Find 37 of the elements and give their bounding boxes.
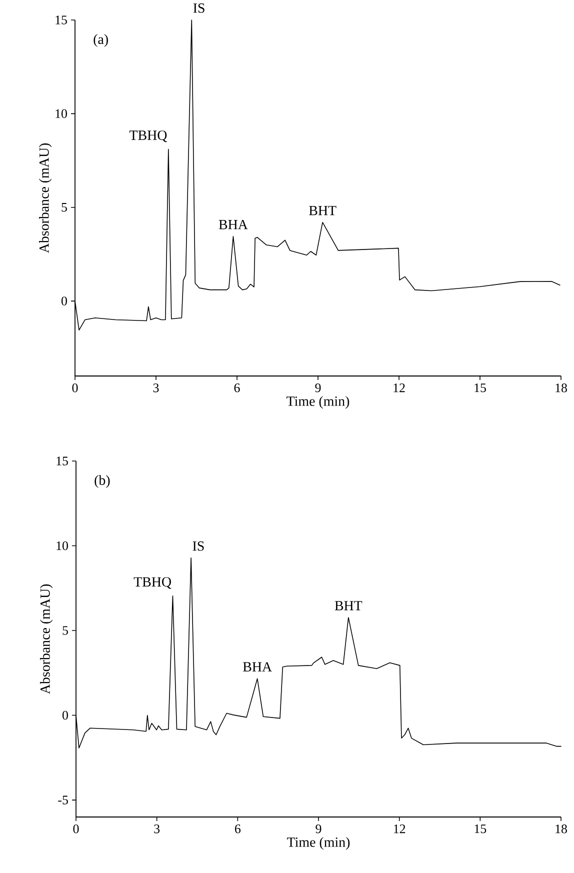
y-tick-label: 5 — [62, 203, 67, 212]
x-tick-label: 18 — [556, 384, 567, 392]
x-axis-title: Time (min) — [287, 837, 350, 850]
x-tick-label: 12 — [394, 824, 406, 834]
y-tick-label: 0 — [62, 296, 67, 306]
x-tick-label: 6 — [234, 824, 241, 834]
y-tick-label: 10 — [56, 541, 68, 550]
y-tick-label: -5 — [58, 796, 68, 804]
x-tick-label: 12 — [394, 384, 405, 392]
x-tick-label: 6 — [234, 384, 240, 392]
x-tick-label: 0 — [73, 824, 79, 834]
x-axis-title: Time (min) — [286, 396, 350, 409]
x-tick-label: 15 — [474, 824, 486, 834]
x-tick-label: 9 — [316, 824, 322, 834]
x-tick-label: 0 — [72, 384, 78, 392]
annotation: TBHQ — [134, 577, 172, 589]
x-tick-label: 9 — [315, 384, 321, 392]
y-tick-label: 0 — [62, 710, 68, 720]
y-tick-label: 15 — [56, 16, 67, 24]
y-axis-title: Absorbance (mAU) — [39, 143, 52, 254]
annotation: IS — [192, 541, 204, 551]
y-tick-label: 5 — [62, 626, 68, 635]
y-tick-label: 10 — [56, 109, 67, 118]
y-tick-label: 15 — [56, 456, 68, 466]
annotation: (b) — [94, 475, 110, 488]
annotation: BHT — [334, 601, 362, 610]
annotation: TBHQ — [130, 130, 167, 142]
x-tick-label: 3 — [154, 824, 160, 834]
x-tick-label: 3 — [153, 384, 159, 392]
x-tick-label: 15 — [474, 384, 486, 392]
annotation: BHA — [218, 220, 248, 230]
annotation: BHA — [243, 662, 272, 672]
annotation: BHT — [309, 206, 336, 216]
annotation: (a) — [94, 34, 108, 47]
annotation: IS — [193, 3, 204, 13]
y-axis-title: Absorbance (mAU) — [40, 584, 53, 694]
x-tick-label: 18 — [556, 824, 567, 834]
